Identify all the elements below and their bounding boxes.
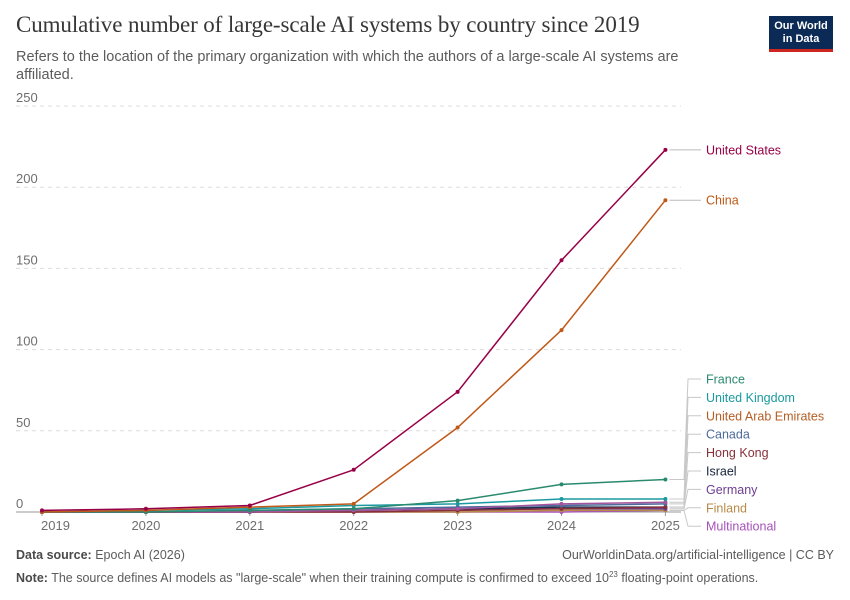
series-labels: United States China France United Kingdom Un… xyxy=(669,143,824,534)
x-tick-2024: 2024 xyxy=(547,518,576,533)
y-tick-250: 250 xyxy=(16,90,38,105)
connector-canada xyxy=(669,433,701,505)
y-tick-150: 150 xyxy=(16,252,38,267)
series-label-china[interactable]: China xyxy=(706,194,739,208)
point-united-states-2019[interactable] xyxy=(40,508,44,513)
point-france-2023[interactable] xyxy=(455,498,460,503)
point-hong-kong-2024[interactable] xyxy=(559,506,564,511)
series-label-multinational[interactable]: Multinational xyxy=(706,520,776,534)
note-superscript: 23 xyxy=(608,570,618,579)
connector-israel xyxy=(669,470,701,508)
series-label-united-arab-emirates[interactable]: United Arab Emirates xyxy=(706,409,824,423)
chart-note: Note: The source defines AI models as "l… xyxy=(16,570,758,585)
point-united-arab-emirates-2025[interactable] xyxy=(663,500,668,505)
note-text: The source defines AI models as "large-s… xyxy=(51,571,609,586)
series-label-united-states[interactable]: United States xyxy=(706,143,781,157)
point-france-2025[interactable] xyxy=(663,477,668,482)
data-source: Data source: Epoch AI (2026) xyxy=(16,548,185,562)
point-france-2024[interactable] xyxy=(559,482,564,487)
y-tick-50: 50 xyxy=(16,415,30,430)
series-label-france[interactable]: France xyxy=(706,373,745,387)
chart-title: Cumulative number of large-scale AI syst… xyxy=(16,12,640,37)
note-label: Note: xyxy=(16,571,48,586)
point-france-2022[interactable] xyxy=(351,506,356,511)
connector-france xyxy=(669,378,701,481)
y-tick-0: 0 xyxy=(16,496,23,511)
y-gridlines xyxy=(16,105,681,513)
point-hong-kong-2025[interactable] xyxy=(663,505,668,510)
point-united-states-2021[interactable] xyxy=(247,503,252,508)
series-label-united-kingdom[interactable]: United Kingdom xyxy=(706,391,795,405)
series-label-germany[interactable]: Germany xyxy=(706,483,758,497)
x-tick-2020: 2020 xyxy=(131,518,160,533)
data-source-label: Data source: xyxy=(16,548,92,562)
point-united-states-2024[interactable] xyxy=(559,258,564,263)
point-united-kingdom-2025[interactable] xyxy=(663,497,668,502)
point-china-2024[interactable] xyxy=(559,328,564,333)
point-france-2021[interactable] xyxy=(247,508,252,513)
y-tick-labels: 0 50 100 150 200 250 xyxy=(16,90,38,511)
point-united-kingdom-2023[interactable] xyxy=(455,501,460,506)
point-united-kingdom-2024[interactable] xyxy=(559,497,564,502)
connector-united-arab-emirates xyxy=(669,415,701,503)
note-text-end: floating-point operations. xyxy=(617,571,759,586)
series-line-china[interactable] xyxy=(41,199,666,513)
logo-line-1: Our World xyxy=(774,20,828,32)
point-united-arab-emirates-2024[interactable] xyxy=(559,501,564,506)
series-lines xyxy=(40,147,668,514)
chart-subtitle: Refers to the location of the primary or… xyxy=(16,49,679,83)
owid-logo[interactable]: Our World in Data xyxy=(769,16,833,52)
logo-line-2: in Data xyxy=(782,32,820,45)
point-china-2025[interactable] xyxy=(663,198,668,203)
series-line-united-states[interactable] xyxy=(41,149,666,512)
series-label-canada[interactable]: Canada xyxy=(706,428,750,442)
source-url[interactable]: OurWorldinData.org/artificial-intelligen… xyxy=(562,548,834,562)
x-tick-2023: 2023 xyxy=(443,518,472,533)
series-label-israel[interactable]: Israel xyxy=(706,465,737,479)
x-tick-labels: 2019 2020 2021 2022 2023 2024 2025 xyxy=(41,512,680,533)
connector-germany xyxy=(669,488,701,510)
x-tick-2021: 2021 xyxy=(235,518,264,533)
point-united-states-2020[interactable] xyxy=(143,506,148,511)
x-tick-2022: 2022 xyxy=(339,518,368,533)
data-source-link[interactable]: Epoch AI (2026) xyxy=(95,548,185,562)
point-china-2023[interactable] xyxy=(455,425,460,430)
point-united-states-2022[interactable] xyxy=(351,467,356,472)
point-united-states-2025[interactable] xyxy=(663,147,668,152)
y-tick-200: 200 xyxy=(16,171,38,186)
connector-multinational xyxy=(669,509,701,527)
point-china-2022[interactable] xyxy=(351,501,356,506)
connector-united-kingdom xyxy=(669,396,701,500)
point-united-states-2023[interactable] xyxy=(455,389,460,394)
y-tick-100: 100 xyxy=(16,334,38,349)
series-label-finland[interactable]: Finland xyxy=(706,501,747,515)
series-label-hong-kong[interactable]: Hong Kong xyxy=(706,446,769,460)
point-united-arab-emirates-2023[interactable] xyxy=(455,506,460,511)
x-tick-2019: 2019 xyxy=(41,518,70,533)
x-tick-2025: 2025 xyxy=(651,518,680,533)
